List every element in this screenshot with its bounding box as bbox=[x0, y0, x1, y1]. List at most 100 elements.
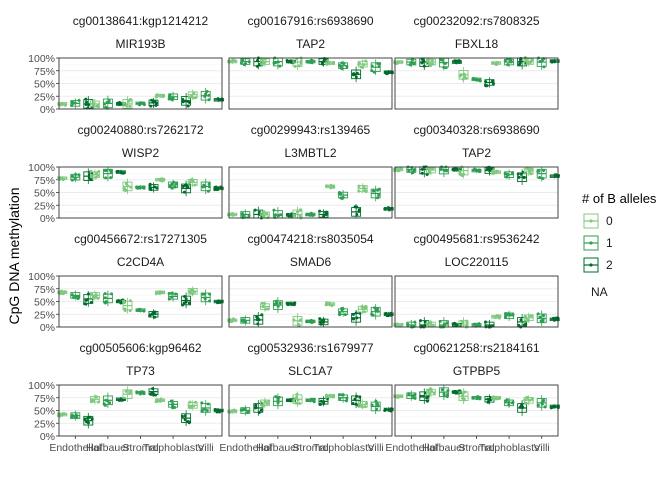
data-point bbox=[377, 187, 381, 191]
data-point bbox=[354, 311, 358, 315]
data-point bbox=[516, 172, 520, 176]
data-point bbox=[255, 64, 259, 68]
data-point bbox=[357, 184, 361, 188]
data-point bbox=[171, 402, 175, 406]
data-point bbox=[386, 206, 390, 210]
data-point bbox=[462, 72, 466, 76]
data-point bbox=[523, 323, 527, 327]
data-point bbox=[123, 308, 127, 312]
facet-panel: cg00532936:rs1679977 SLC1A7 EndothelialHof… bbox=[219, 341, 394, 454]
data-point bbox=[340, 308, 344, 312]
data-point bbox=[420, 61, 424, 65]
data-point bbox=[216, 97, 220, 101]
data-point bbox=[298, 214, 302, 218]
data-point bbox=[553, 173, 557, 177]
data-point bbox=[217, 300, 221, 304]
data-point bbox=[260, 57, 264, 61]
x-tick-label: Villi bbox=[198, 442, 214, 454]
data-point bbox=[104, 176, 108, 180]
data-point bbox=[122, 101, 126, 105]
data-point bbox=[151, 387, 155, 391]
data-point bbox=[299, 318, 303, 322]
data-point bbox=[363, 405, 367, 409]
data-point bbox=[154, 103, 158, 107]
x-tick-label: Trophoblasts bbox=[143, 442, 203, 454]
data-point bbox=[439, 168, 443, 172]
data-point bbox=[484, 84, 488, 88]
data-point bbox=[77, 173, 81, 177]
x-tick-label: Stromal bbox=[122, 442, 158, 454]
data-point bbox=[491, 324, 495, 328]
data-point bbox=[410, 165, 414, 169]
data-point bbox=[309, 211, 313, 215]
data-point bbox=[431, 166, 435, 170]
data-point bbox=[262, 301, 266, 305]
data-point bbox=[526, 318, 530, 322]
data-point bbox=[244, 62, 248, 66]
data-point bbox=[505, 172, 509, 176]
data-point bbox=[186, 104, 190, 108]
x-tick-label: Trophoblasts bbox=[313, 442, 373, 454]
data-point bbox=[496, 315, 500, 319]
data-point bbox=[127, 99, 131, 103]
data-point bbox=[351, 312, 355, 316]
data-point bbox=[272, 61, 276, 65]
data-point bbox=[119, 301, 123, 305]
data-point bbox=[484, 320, 488, 324]
data-point bbox=[425, 396, 429, 400]
facet-strip-gene: GTPBP5 bbox=[453, 364, 501, 378]
data-point bbox=[383, 207, 387, 211]
data-point bbox=[453, 389, 457, 393]
data-point bbox=[439, 58, 443, 62]
y-tick-label: 0% bbox=[40, 322, 55, 334]
data-point bbox=[536, 312, 540, 316]
legend-key-point bbox=[589, 241, 593, 245]
data-point bbox=[154, 393, 158, 397]
data-point bbox=[84, 298, 88, 302]
data-point bbox=[407, 169, 411, 173]
data-point bbox=[338, 396, 342, 400]
data-point bbox=[278, 301, 282, 305]
facet-strip-cpg: cg00299943:rs139465 bbox=[251, 123, 371, 137]
data-point bbox=[454, 59, 458, 63]
data-point bbox=[171, 406, 175, 410]
data-point bbox=[261, 403, 265, 407]
data-point bbox=[63, 103, 67, 107]
facet-strip-gene: FBXL18 bbox=[455, 37, 499, 51]
data-point bbox=[120, 171, 124, 175]
data-point bbox=[508, 313, 512, 317]
data-point bbox=[451, 322, 455, 326]
data-point bbox=[298, 209, 302, 213]
data-point bbox=[90, 292, 94, 296]
data-point bbox=[276, 401, 280, 405]
data-point bbox=[255, 318, 259, 322]
data-point bbox=[286, 398, 290, 402]
data-point bbox=[519, 404, 523, 408]
panel-border bbox=[394, 166, 559, 219]
data-point bbox=[94, 293, 98, 297]
data-point bbox=[207, 182, 211, 186]
data-point bbox=[219, 185, 223, 189]
data-point bbox=[327, 301, 331, 305]
data-point bbox=[272, 208, 276, 212]
data-point bbox=[153, 99, 157, 103]
data-point bbox=[462, 172, 466, 176]
data-point bbox=[128, 390, 132, 394]
data-point bbox=[293, 64, 297, 68]
data-point bbox=[193, 400, 197, 404]
facet-panel: cg00621258:rs2184161 GTPBP5 EndothelialHof… bbox=[385, 341, 560, 454]
data-point bbox=[324, 210, 328, 214]
data-point bbox=[519, 318, 523, 322]
data-point bbox=[293, 301, 297, 305]
panel-border bbox=[58, 275, 223, 328]
data-point bbox=[180, 414, 184, 418]
data-point bbox=[524, 401, 528, 405]
data-point bbox=[124, 104, 128, 108]
data-point bbox=[345, 65, 349, 69]
data-point bbox=[206, 189, 210, 193]
data-point bbox=[361, 307, 365, 311]
data-point bbox=[140, 390, 144, 394]
data-point bbox=[286, 212, 290, 216]
legend-label: 1 bbox=[606, 236, 613, 250]
data-point bbox=[362, 185, 366, 189]
